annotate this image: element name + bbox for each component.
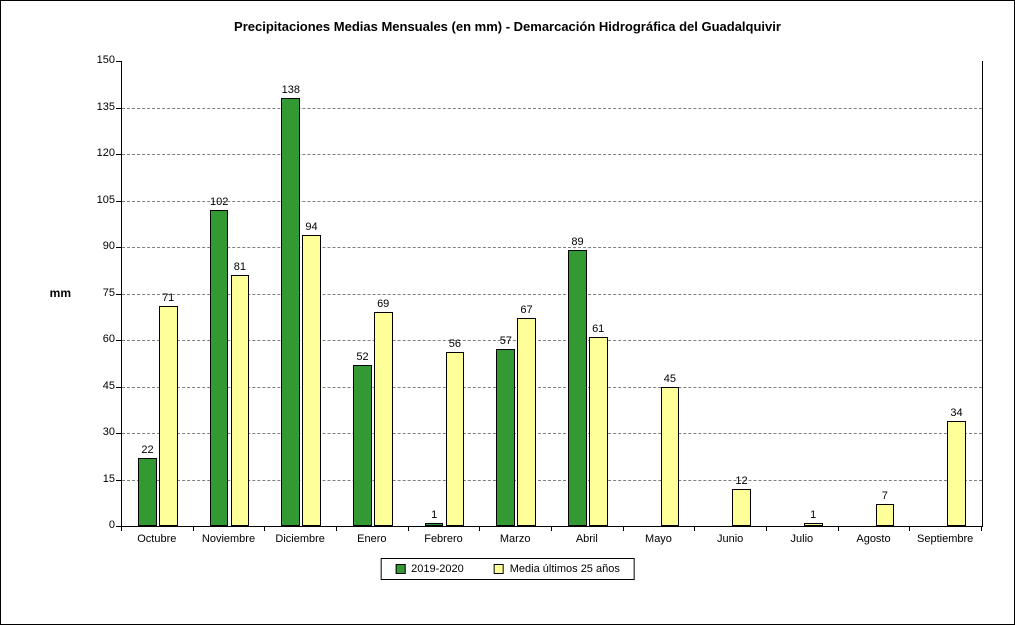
y-tick-mark [116, 340, 121, 341]
bar-value-label: 12 [727, 475, 757, 487]
bar [589, 337, 608, 526]
legend-swatch [395, 564, 405, 574]
y-tick-mark [116, 480, 121, 481]
bar-value-label: 138 [276, 84, 306, 96]
y-tick-mark [116, 154, 121, 155]
x-category-label: Agosto [838, 533, 910, 545]
y-tick-label: 105 [81, 194, 115, 206]
x-tick-mark [838, 526, 839, 531]
bar [374, 312, 393, 526]
y-tick-label: 135 [81, 101, 115, 113]
bar-value-label: 69 [368, 298, 398, 310]
y-tick-label: 60 [81, 333, 115, 345]
bar [517, 318, 536, 526]
x-tick-mark [551, 526, 552, 531]
y-tick-label: 75 [81, 287, 115, 299]
bar-value-label: 61 [583, 323, 613, 335]
chart-title: Precipitaciones Medias Mensuales (en mm)… [1, 19, 1014, 34]
y-tick-mark [116, 108, 121, 109]
bar [159, 306, 178, 526]
x-category-label: Enero [336, 533, 408, 545]
bar-value-label: 94 [297, 221, 327, 233]
y-tick-mark [116, 61, 121, 62]
x-category-label: Febrero [408, 533, 480, 545]
bar [804, 523, 823, 526]
legend-item: 2019-2020 [395, 563, 464, 575]
legend-label: 2019-2020 [411, 563, 464, 575]
bar-value-label: 102 [204, 196, 234, 208]
x-tick-mark [909, 526, 910, 531]
x-tick-mark [264, 526, 265, 531]
bar [732, 489, 751, 526]
bar-value-label: 1 [798, 509, 828, 521]
y-tick-label: 0 [81, 519, 115, 531]
bar [231, 275, 250, 526]
x-tick-mark [623, 526, 624, 531]
chart-frame: Precipitaciones Medias Mensuales (en mm)… [0, 0, 1015, 625]
bar [496, 349, 515, 526]
x-category-label: Octubre [121, 533, 193, 545]
legend-label: Media últimos 25 años [510, 563, 620, 575]
legend-item: Media últimos 25 años [494, 563, 620, 575]
x-tick-mark [336, 526, 337, 531]
y-tick-label: 15 [81, 473, 115, 485]
y-tick-mark [116, 294, 121, 295]
bar [138, 458, 157, 526]
legend-swatch [494, 564, 504, 574]
y-tick-label: 45 [81, 380, 115, 392]
x-tick-mark [408, 526, 409, 531]
bar-value-label: 89 [562, 236, 592, 248]
bar-value-label: 67 [512, 304, 542, 316]
x-tick-mark [193, 526, 194, 531]
bar [568, 250, 587, 526]
bar-value-label: 71 [153, 292, 183, 304]
x-category-label: Noviembre [193, 533, 265, 545]
x-tick-mark [121, 526, 122, 531]
y-tick-label: 90 [81, 240, 115, 252]
x-category-label: Julio [766, 533, 838, 545]
bar [661, 387, 680, 527]
y-tick-mark [116, 247, 121, 248]
x-category-label: Junio [694, 533, 766, 545]
x-category-label: Abril [551, 533, 623, 545]
bar [353, 365, 372, 526]
y-tick-mark [116, 433, 121, 434]
bar-value-label: 45 [655, 373, 685, 385]
x-category-label: Marzo [479, 533, 551, 545]
x-tick-mark [981, 526, 982, 531]
y-tick-label: 120 [81, 147, 115, 159]
bar [446, 352, 465, 526]
x-tick-mark [694, 526, 695, 531]
bar [425, 523, 444, 526]
x-category-label: Diciembre [264, 533, 336, 545]
bar [947, 421, 966, 526]
bar-value-label: 7 [870, 490, 900, 502]
y-tick-label: 150 [81, 54, 115, 66]
y-tick-mark [116, 387, 121, 388]
y-tick-label: 30 [81, 426, 115, 438]
x-tick-mark [766, 526, 767, 531]
legend: 2019-2020 Media últimos 25 años [380, 558, 635, 580]
x-tick-mark [479, 526, 480, 531]
bar-value-label: 56 [440, 338, 470, 350]
y-tick-mark [116, 201, 121, 202]
bar [210, 210, 229, 526]
bar [876, 504, 895, 526]
bar-value-label: 81 [225, 261, 255, 273]
y-axis-title: mm [31, 286, 71, 300]
plot-area: 2271102811389452691565767896145121734 [121, 61, 983, 527]
bar [281, 98, 300, 526]
bars-layer: 2271102811389452691565767896145121734 [122, 61, 982, 526]
x-category-label: Mayo [623, 533, 695, 545]
bar [302, 235, 321, 526]
x-category-label: Septiembre [909, 533, 981, 545]
bar-value-label: 34 [942, 407, 972, 419]
